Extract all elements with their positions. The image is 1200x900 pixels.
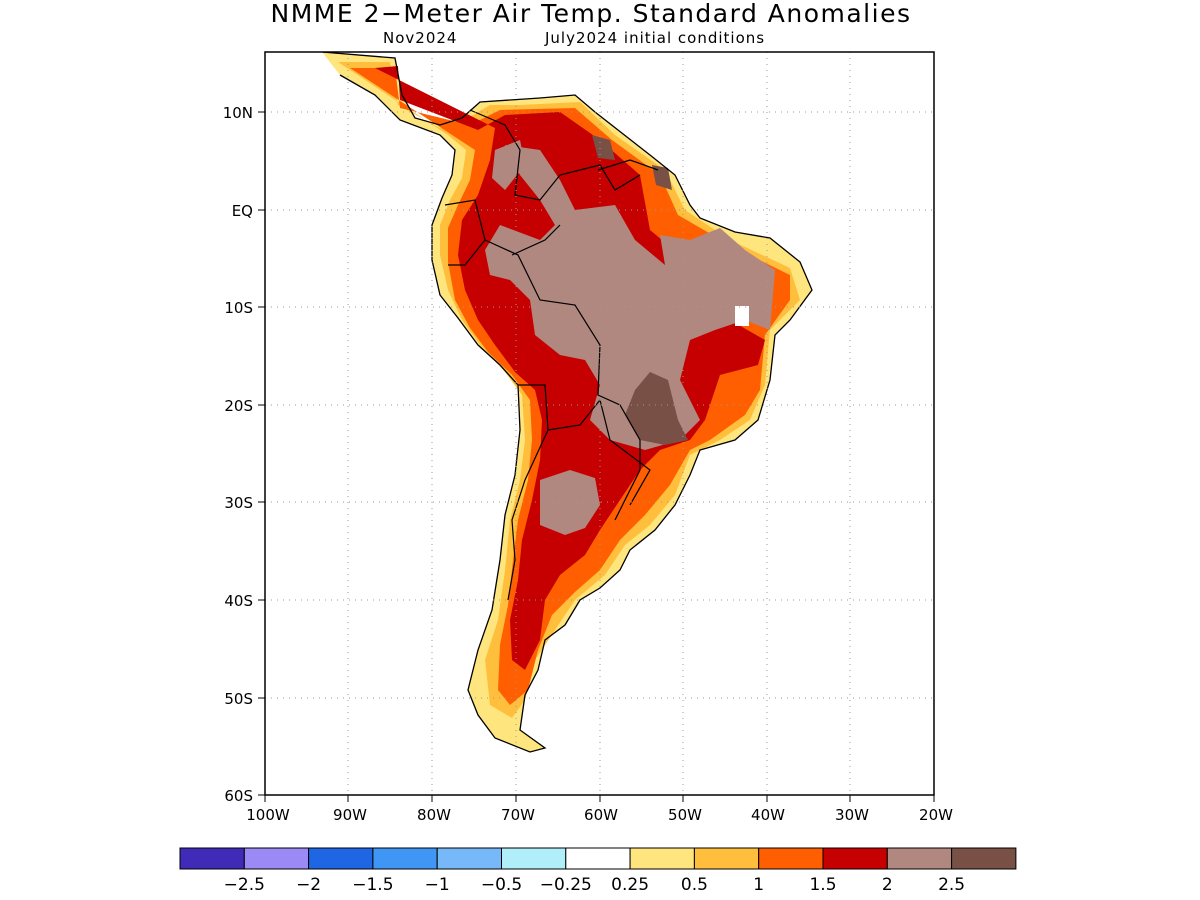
lon-tick-label: 100W <box>246 806 290 824</box>
brown-zone-north <box>492 140 525 190</box>
colorbar-label: 1 <box>753 875 764 895</box>
colorbar-swatch <box>886 847 953 870</box>
brown-zone-south <box>540 470 600 535</box>
lat-axis <box>258 111 265 796</box>
colorbar-swatch <box>629 847 695 870</box>
colorbar-label: 1.5 <box>809 875 836 895</box>
chart-title: NMME 2−Meter Air Temp. Standard Anomalie… <box>270 0 912 28</box>
red-zone <box>375 66 765 670</box>
lat-tick-label: 50S <box>224 690 253 708</box>
lon-axis <box>264 795 935 802</box>
colorbar-swatch <box>693 847 760 870</box>
colorbar-swatch <box>436 847 503 870</box>
colorbar-swatch <box>951 847 1017 870</box>
lat-tick-label: 10N <box>223 104 253 122</box>
colorbar-swatch <box>243 847 310 870</box>
lon-tick-label: 30W <box>835 806 869 824</box>
lon-tick-label: 40W <box>751 806 785 824</box>
colorbar-label: −2 <box>296 875 321 895</box>
country-borders <box>444 109 659 601</box>
colorbar-label: 0.25 <box>611 875 649 895</box>
colorbar-labels: −2.5 −2 −1.5 −1 −0.5 −0.25 0.25 0.5 1 1.5 2 2.5 <box>224 875 965 895</box>
shading-layer <box>321 52 813 753</box>
lon-tick-label: 20W <box>919 806 953 824</box>
colorbar-swatch <box>179 847 245 870</box>
lon-labels: 100W 90W 80W 70W 60W 50W 40W 30W 20W <box>246 806 953 824</box>
lon-tick-label: 90W <box>333 806 367 824</box>
colorbar-label: −1 <box>425 875 450 895</box>
forecast-month: Nov2024 <box>383 29 458 47</box>
colorbar-label: −0.25 <box>540 875 592 895</box>
darkbrown-zone-north <box>592 135 672 190</box>
colorbar-swatch <box>565 847 631 870</box>
lon-tick-label: 80W <box>417 806 451 824</box>
colorbar-swatch <box>372 847 438 870</box>
colorbar-label: 2.5 <box>938 875 965 895</box>
lon-tick-label: 60W <box>584 806 618 824</box>
colorbar-label: 0.5 <box>681 875 708 895</box>
colorbar-swatch <box>758 847 824 870</box>
colorbar-label: −2.5 <box>224 875 265 895</box>
lat-tick-label: 10S <box>224 299 253 317</box>
lon-tick-label: 70W <box>501 806 535 824</box>
colorbar-swatch <box>822 847 888 870</box>
colorbar <box>179 847 1017 870</box>
coastline <box>321 52 813 753</box>
lat-tick-label: 40S <box>224 592 253 610</box>
missing-cell <box>735 306 749 326</box>
darkbrown-zone <box>625 372 688 445</box>
colorbar-label: −1.5 <box>352 875 393 895</box>
lon-tick-label: 50W <box>668 806 702 824</box>
colorbar-label: −0.5 <box>481 875 522 895</box>
lat-tick-label: 20S <box>224 397 253 415</box>
colorbar-label: 2 <box>882 875 893 895</box>
colorbar-swatch <box>308 847 374 870</box>
colorbar-swatch <box>501 847 567 870</box>
initial-conditions: July2024 initial conditions <box>545 29 766 47</box>
lat-tick-label: 60S <box>224 787 253 805</box>
brown-zone <box>485 145 775 450</box>
lat-labels: 10N EQ 10S 20S 30S 40S 50S 60S <box>223 104 253 805</box>
lat-tick-label: EQ <box>232 202 253 220</box>
lat-tick-label: 30S <box>224 494 253 512</box>
